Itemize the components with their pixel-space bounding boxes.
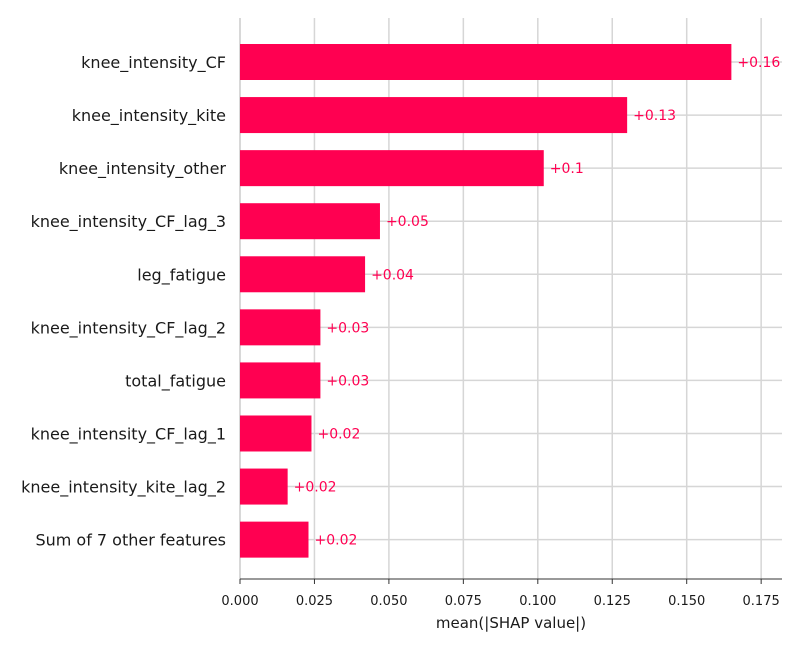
x-tick-label: 0.100 (519, 594, 556, 609)
bars-group (240, 44, 732, 558)
x-tick-label: 0.125 (594, 594, 631, 609)
data-label: +0.05 (386, 214, 429, 230)
data-label: +0.03 (326, 320, 369, 336)
data-label: +0.04 (371, 267, 414, 283)
y-tick-label: total_fatigue (125, 371, 226, 391)
x-axis: 0.000 0.025 0.050 0.075 0.100 0.125 0.150 0.175 (221, 578, 782, 609)
bar (240, 256, 366, 293)
y-tick-label: knee_intensity_other (59, 159, 227, 179)
x-tick-label: 0.150 (668, 594, 705, 609)
data-label: +0.13 (633, 108, 676, 124)
data-label: +0.03 (326, 373, 369, 389)
y-tick-label: Sum of 7 other features (35, 531, 226, 550)
row-lines (240, 61, 782, 541)
data-label: +0.16 (737, 55, 780, 71)
bar (240, 415, 312, 452)
y-tick-label: knee_intensity_CF_lag_1 (31, 424, 226, 444)
y-tick-label: knee_intensity_kite (72, 106, 226, 126)
y-tick-label: knee_intensity_CF_lag_2 (31, 318, 226, 338)
x-tick-label: 0.000 (221, 594, 258, 609)
y-axis-labels: knee_intensity_CF knee_intensity_kiteknee… (21, 53, 226, 550)
bar (240, 150, 544, 187)
y-tick-label: leg_fatigue (137, 265, 226, 285)
bar (240, 468, 288, 505)
bar (240, 309, 321, 346)
bar (240, 203, 380, 240)
x-tick-label: 0.050 (370, 594, 407, 609)
bar (240, 97, 628, 134)
x-tick-label: 0.025 (296, 594, 333, 609)
y-tick-label: knee_intensity_CF_lag_3 (31, 212, 226, 232)
data-label: +0.1 (550, 161, 584, 177)
x-tick-label: 0.175 (743, 594, 780, 609)
y-tick-label: knee_intensity_kite_lag_2 (21, 478, 226, 498)
x-tick-label: 0.075 (445, 594, 482, 609)
data-label: +0.02 (314, 533, 357, 549)
data-label: +0.02 (294, 480, 337, 496)
bar (240, 44, 732, 80)
bar (240, 521, 309, 558)
y-tick-label: knee_intensity_CF (81, 53, 226, 73)
data-label: +0.02 (317, 426, 360, 442)
data-labels: +0.16 +0.13 +0.1 +0.05 +0.04 +0.03 +0.03 +0.02 +… (294, 55, 781, 549)
x-axis-label: mean(|SHAP value|) (436, 614, 586, 632)
bar (240, 362, 321, 399)
